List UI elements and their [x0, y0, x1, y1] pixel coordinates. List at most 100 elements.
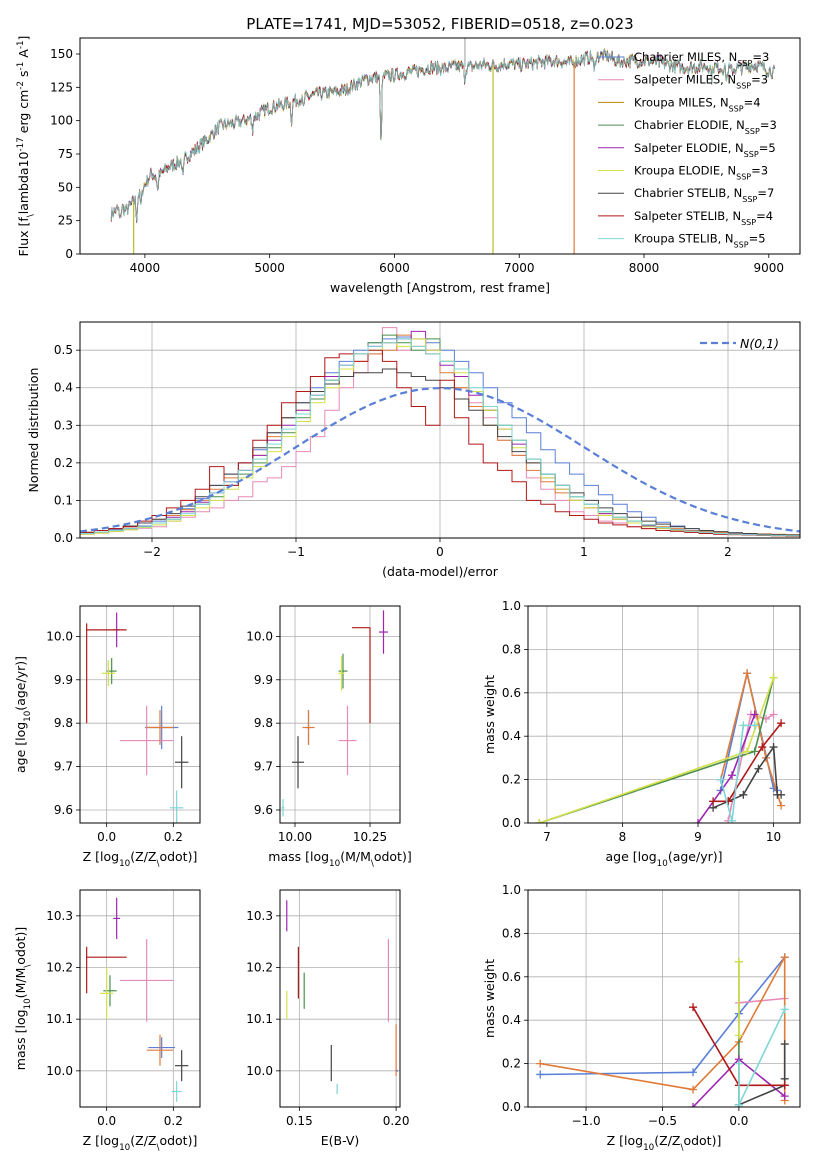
mass-vs-EBV-ytick-label: 10.2 [246, 961, 273, 975]
legend-label: Salpeter STELIB, NSSP=4 [634, 209, 773, 227]
weight-vs-age-ytick-label: 0.8 [502, 642, 521, 656]
residuals-xlabel: (data-model)/error [382, 564, 499, 579]
residuals-legend: N(0,1) [700, 336, 779, 351]
mass-vs-Z-ytick-label: 10.0 [46, 1064, 73, 1078]
mass-vs-Z-xtick-label: 0.2 [164, 1114, 183, 1128]
spectrum-xtick-label: 7000 [504, 261, 535, 275]
weight-vs-Z-xlabel: Z [log10(Z/Z\odot)] [607, 1133, 722, 1153]
weight-marker [780, 953, 789, 962]
weight-marker [739, 721, 748, 730]
spectrum-panel: Chabrier MILES, NSSP=3 Salpeter MILES, NS… [16, 36, 801, 295]
weight-marker [777, 790, 786, 799]
legend-label: Kroupa MILES, NSSP=4 [634, 95, 761, 113]
age-vs-Z-panel: 0.0 0.2 9.6 9.7 9.8 9.9 10.0 Z [log10(Z/Z\odot)… [13, 605, 201, 869]
residuals-panel: N(0,1) −2 −1 0 1 2 0.0 0.1 0.2 0.3 0.4 0.5 (data-mod… [26, 321, 801, 579]
age-vs-Z-plot-area [86, 612, 189, 823]
weight-marker [743, 747, 752, 756]
residuals-xtick-label: 2 [724, 545, 732, 559]
spectrum-ytick-label: 150 [50, 47, 73, 61]
weight-vs-age-xlabel: age [log10(age/yr)] [605, 849, 722, 869]
weight-vs-Z-xtick-label: −1.0 [571, 1114, 600, 1128]
weight-marker [750, 710, 759, 719]
residuals-xtick-label: 0 [436, 545, 444, 559]
weight-vs-Z-panel: −1.0 −0.5 0.0 0.0 0.2 0.4 0.6 0.8 1.0 Z [log10(Z/… [482, 883, 801, 1153]
weight-line [727, 713, 774, 821]
weight-vs-age-ylabel: mass weight [482, 675, 497, 754]
mass-vs-Z-ytick-label: 10.3 [46, 909, 73, 923]
weight-marker [780, 1092, 789, 1101]
weight-marker [750, 747, 759, 756]
spectrum-xlabel: wavelength [Angstrom, rest frame] [330, 280, 550, 295]
residuals-xtick-label: −2 [143, 545, 161, 559]
weight-marker [734, 1031, 743, 1040]
spectrum-ytick-label: 25 [58, 214, 73, 228]
weight-marker [780, 1040, 789, 1049]
age-vs-mass-ytick-label: 9.6 [254, 803, 273, 817]
residuals-ytick-label: 0.1 [54, 493, 73, 507]
spectrum-xtick-label: 5000 [254, 261, 285, 275]
weight-vs-Z-ytick-label: 0.2 [502, 1057, 521, 1071]
age-vs-mass-xlabel: mass [log10(M/M\odot)] [268, 849, 411, 869]
weight-line [719, 724, 755, 822]
age-vs-mass-xtick-label: 10.00 [278, 830, 312, 844]
age-vs-mass-ytick-label: 10.0 [246, 629, 273, 643]
weight-marker [734, 1100, 743, 1107]
spectrum-frame [79, 37, 801, 255]
legend-label: Chabrier MILES, NSSP=3 [634, 50, 769, 68]
weight-vs-Z-ytick-label: 0.4 [502, 1013, 521, 1027]
weight-vs-age-ytick-label: 0.6 [502, 686, 521, 700]
weight-marker [769, 743, 778, 752]
weight-marker [689, 1068, 698, 1077]
residual-histogram [80, 338, 800, 538]
spectrum-xtick-label: 9000 [754, 261, 785, 275]
age-vs-Z-ytick-label: 9.7 [54, 760, 73, 774]
mass-vs-Z-xtick-label: 0.0 [97, 1114, 116, 1128]
age-vs-Z-ytick-label: 9.6 [54, 803, 73, 817]
legend-label: Salpeter ELODIE, NSSP=5 [634, 141, 776, 159]
weight-vs-Z-plot-area [536, 953, 789, 1107]
weight-marker [536, 1070, 545, 1079]
age-vs-mass-plot-area [281, 610, 388, 817]
age-vs-Z-ytick-label: 9.8 [54, 716, 73, 730]
residuals-ytick-label: 0.0 [54, 531, 73, 545]
weight-line [719, 673, 782, 806]
weight-line [713, 722, 782, 803]
mass-vs-EBV-ytick-label: 10.3 [246, 909, 273, 923]
weight-vs-Z-ytick-label: 0.6 [502, 970, 521, 984]
mass-vs-EBV-xlabel: E(B-V) [321, 1133, 360, 1148]
weight-marker [535, 819, 544, 823]
legend-label: Salpeter MILES, NSSP=3 [634, 73, 768, 91]
mass-vs-EBV-xtick-label: 0.20 [383, 1114, 410, 1128]
weight-line [540, 956, 786, 1076]
spectrum-plot-area [110, 38, 775, 254]
age-vs-mass-frame [279, 605, 401, 824]
age-vs-mass-panel: 10.00 10.25 9.6 9.7 9.8 9.9 10.0 mass [log10(M/… [246, 605, 412, 869]
spectrum-xtick-label: 8000 [629, 261, 660, 275]
mass-vs-Z-ytick-label: 10.1 [46, 1012, 73, 1026]
weight-vs-age-panel: 7 8 9 10 0.0 0.2 0.4 0.6 0.8 1.0 age [log10(age/yr… [482, 599, 801, 869]
mass-vs-Z-panel: 0.0 0.2 10.0 10.1 10.2 10.3 Z [log10(Z/Z\odot)… [13, 889, 201, 1153]
weight-marker [728, 816, 736, 823]
legend-label: Kroupa STELIB, NSSP=5 [634, 232, 766, 250]
residuals-ytick-label: 0.2 [54, 456, 73, 470]
age-vs-mass-ytick-label: 9.8 [254, 716, 273, 730]
spectrum-model-line [110, 49, 775, 222]
weight-vs-age-plot-area [535, 669, 786, 823]
weight-marker [743, 669, 752, 678]
age-vs-Z-ytick-label: 9.9 [54, 673, 73, 687]
weight-line [539, 677, 775, 823]
weight-vs-age-xtick-label: 8 [619, 830, 627, 844]
weight-marker [724, 797, 733, 806]
weight-vs-Z-ytick-label: 0.0 [502, 1100, 521, 1114]
residuals-ytick-label: 0.3 [54, 418, 73, 432]
age-vs-mass-ytick-label: 9.9 [254, 673, 273, 687]
weight-marker [689, 1103, 698, 1107]
weight-marker [728, 771, 736, 780]
weight-line [539, 677, 775, 823]
weight-marker [739, 790, 748, 799]
mass-vs-EBV-ytick-label: 10.0 [246, 1064, 273, 1078]
mass-vs-EBV-plot-area [286, 900, 398, 1095]
legend-label: Chabrier ELODIE, NSSP=3 [634, 118, 777, 136]
spectrum-ytick-label: 75 [58, 147, 73, 161]
